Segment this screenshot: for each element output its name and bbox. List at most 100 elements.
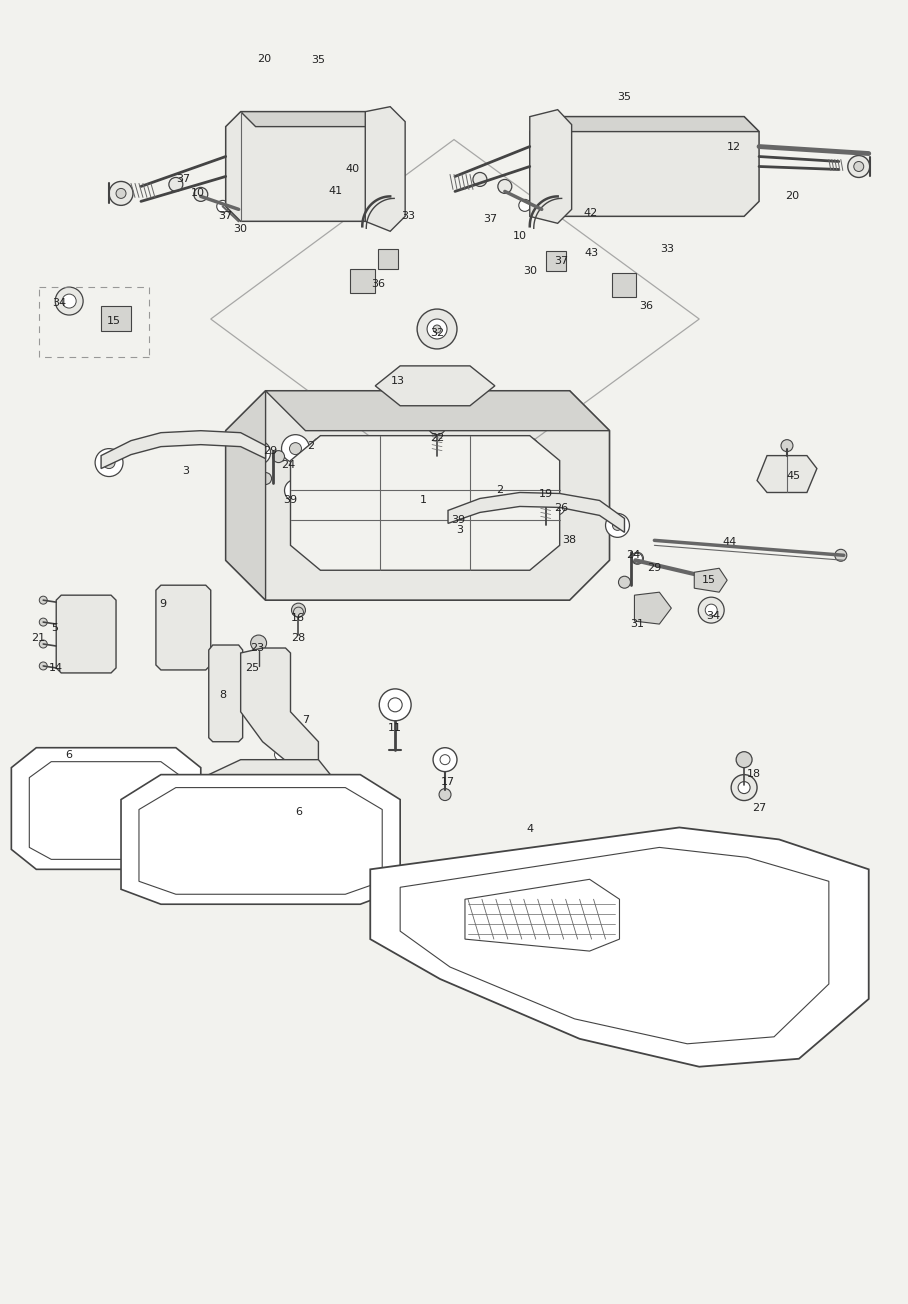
- Text: 43: 43: [585, 248, 598, 258]
- Circle shape: [490, 479, 514, 502]
- Text: 11: 11: [389, 722, 402, 733]
- Text: 30: 30: [523, 266, 537, 276]
- Circle shape: [334, 789, 346, 801]
- Circle shape: [429, 379, 441, 391]
- Text: 29: 29: [263, 446, 278, 455]
- Text: 6: 6: [65, 750, 73, 760]
- Circle shape: [39, 618, 47, 626]
- Text: 28: 28: [291, 632, 306, 643]
- Text: 34: 34: [52, 299, 66, 308]
- Text: 39: 39: [283, 496, 298, 506]
- Bar: [66, 649, 106, 660]
- Text: 22: 22: [429, 433, 444, 442]
- Polygon shape: [448, 493, 625, 532]
- Text: 40: 40: [345, 164, 360, 175]
- Text: 36: 36: [371, 279, 385, 289]
- Polygon shape: [12, 747, 201, 870]
- Circle shape: [109, 181, 133, 205]
- Circle shape: [738, 781, 750, 794]
- Text: 33: 33: [401, 211, 415, 222]
- Circle shape: [736, 751, 752, 768]
- Circle shape: [312, 438, 329, 454]
- Circle shape: [169, 177, 183, 192]
- Circle shape: [155, 762, 167, 773]
- Polygon shape: [101, 430, 265, 468]
- Circle shape: [423, 941, 437, 956]
- Circle shape: [217, 201, 229, 213]
- Circle shape: [522, 438, 538, 454]
- Polygon shape: [56, 595, 116, 673]
- Text: 2: 2: [497, 485, 503, 496]
- Circle shape: [498, 180, 512, 193]
- Polygon shape: [529, 116, 759, 216]
- Bar: [166, 645, 196, 659]
- Text: 38: 38: [563, 536, 577, 545]
- Circle shape: [546, 496, 566, 515]
- Circle shape: [606, 514, 629, 537]
- Bar: [66, 635, 106, 645]
- Polygon shape: [291, 436, 559, 570]
- Circle shape: [290, 442, 301, 455]
- Circle shape: [253, 447, 263, 458]
- Circle shape: [293, 608, 303, 617]
- Circle shape: [76, 635, 86, 645]
- Polygon shape: [265, 391, 609, 430]
- Text: 27: 27: [752, 802, 766, 812]
- Polygon shape: [365, 107, 405, 231]
- Circle shape: [39, 662, 47, 670]
- Text: 37: 37: [176, 175, 190, 184]
- Circle shape: [450, 511, 462, 523]
- Text: 2: 2: [307, 441, 314, 451]
- Circle shape: [76, 608, 86, 617]
- Circle shape: [484, 512, 496, 524]
- Text: 24: 24: [281, 459, 296, 469]
- Circle shape: [448, 509, 468, 528]
- Text: 30: 30: [233, 224, 248, 235]
- Polygon shape: [611, 273, 637, 297]
- Text: 41: 41: [329, 186, 342, 197]
- Text: 21: 21: [31, 632, 45, 643]
- Polygon shape: [209, 760, 331, 790]
- Circle shape: [354, 273, 370, 289]
- Text: 15: 15: [702, 575, 716, 585]
- Bar: [166, 595, 196, 608]
- Circle shape: [631, 553, 644, 565]
- Circle shape: [218, 672, 233, 689]
- Circle shape: [45, 844, 57, 855]
- Polygon shape: [757, 455, 817, 493]
- Text: 39: 39: [451, 515, 465, 526]
- Circle shape: [39, 640, 47, 648]
- Circle shape: [95, 449, 123, 476]
- Circle shape: [260, 472, 271, 485]
- Text: 18: 18: [747, 768, 761, 778]
- Polygon shape: [370, 828, 869, 1067]
- Text: 34: 34: [706, 612, 720, 621]
- Polygon shape: [529, 110, 572, 223]
- Polygon shape: [350, 269, 375, 293]
- Text: 24: 24: [627, 550, 640, 561]
- Circle shape: [45, 762, 57, 773]
- Text: 6: 6: [295, 806, 302, 816]
- Text: 35: 35: [617, 91, 631, 102]
- Polygon shape: [379, 249, 399, 269]
- Polygon shape: [226, 112, 380, 222]
- Text: 33: 33: [660, 244, 675, 254]
- Circle shape: [63, 295, 76, 308]
- Circle shape: [548, 253, 564, 269]
- Circle shape: [442, 503, 470, 531]
- Text: 37: 37: [219, 211, 232, 222]
- Bar: [166, 612, 196, 625]
- Circle shape: [618, 576, 630, 588]
- Text: 35: 35: [311, 55, 325, 65]
- Circle shape: [288, 159, 303, 175]
- Polygon shape: [226, 391, 609, 600]
- Circle shape: [834, 549, 847, 561]
- Circle shape: [312, 548, 329, 563]
- Circle shape: [433, 747, 457, 772]
- Circle shape: [522, 548, 538, 563]
- Circle shape: [104, 456, 115, 468]
- Circle shape: [270, 659, 283, 672]
- Circle shape: [427, 319, 447, 339]
- Text: 19: 19: [538, 489, 553, 499]
- Circle shape: [281, 434, 310, 463]
